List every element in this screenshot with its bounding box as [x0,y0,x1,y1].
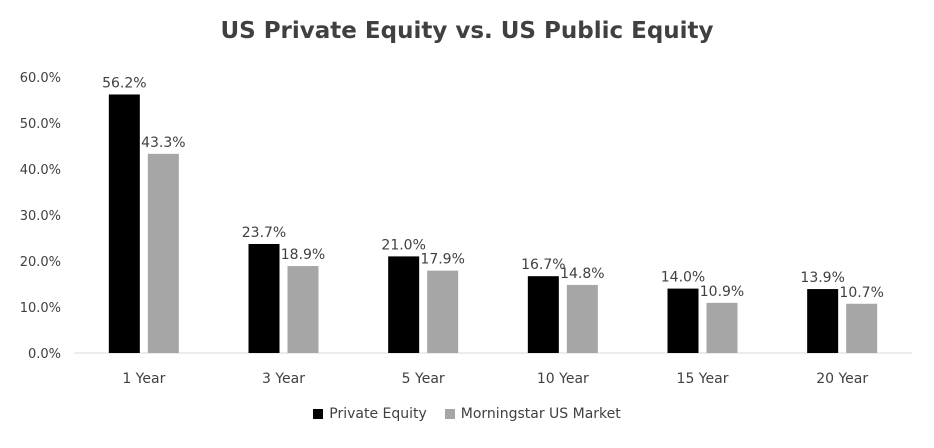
bar-private-equity [807,289,839,353]
legend-item-private-equity: Private Equity [313,406,427,422]
bar-private-equity [108,94,140,353]
bar-private-equity [388,256,420,353]
y-tick-label: 50.0% [20,117,61,132]
data-label-morningstar: 18.9% [281,247,325,263]
y-tick-label: 30.0% [20,209,61,224]
data-label-private-equity: 14.0% [661,270,705,286]
y-tick-label: 20.0% [20,255,61,270]
x-tick-label: 10 Year [537,371,589,387]
bar-morningstar [846,303,878,353]
y-tick-label: 40.0% [20,163,61,178]
legend-swatch-private-equity [313,409,324,419]
legend-swatch-morningstar [444,409,455,419]
x-tick-label: 20 Year [816,371,868,387]
data-label-morningstar: 10.7% [839,285,883,301]
bar-morningstar [566,284,598,353]
data-label-private-equity: 23.7% [242,225,286,241]
data-label-private-equity: 13.9% [800,270,844,286]
legend-label-morningstar: Morningstar US Market [460,406,621,422]
bar-private-equity [527,276,559,353]
bar-morningstar [706,302,738,353]
data-label-private-equity: 56.2% [102,75,146,91]
bar-morningstar [287,266,319,353]
y-tick-label: 60.0% [20,71,61,86]
bar-private-equity [248,243,280,353]
x-tick-label: 1 Year [122,371,165,387]
data-label-morningstar: 43.3% [141,135,185,151]
legend: Private Equity Morningstar US Market [0,406,934,422]
x-tick-label: 5 Year [402,371,445,387]
legend-item-morningstar: Morningstar US Market [444,406,621,422]
y-tick-label: 10.0% [20,301,61,316]
bar-morningstar [147,153,179,353]
x-tick-label: 15 Year [677,371,729,387]
legend-label-private-equity: Private Equity [329,406,427,422]
data-label-morningstar: 17.9% [420,252,464,268]
data-label-private-equity: 16.7% [521,257,565,273]
data-label-morningstar: 14.8% [560,266,604,282]
x-tick-label: 3 Year [262,371,305,387]
y-tick-label: 0.0% [28,347,61,362]
data-label-private-equity: 21.0% [381,237,425,253]
data-label-morningstar: 10.9% [700,284,744,300]
chart-title: US Private Equity vs. US Public Equity [220,18,714,44]
bar-private-equity [667,288,699,353]
bar-morningstar [427,270,459,353]
